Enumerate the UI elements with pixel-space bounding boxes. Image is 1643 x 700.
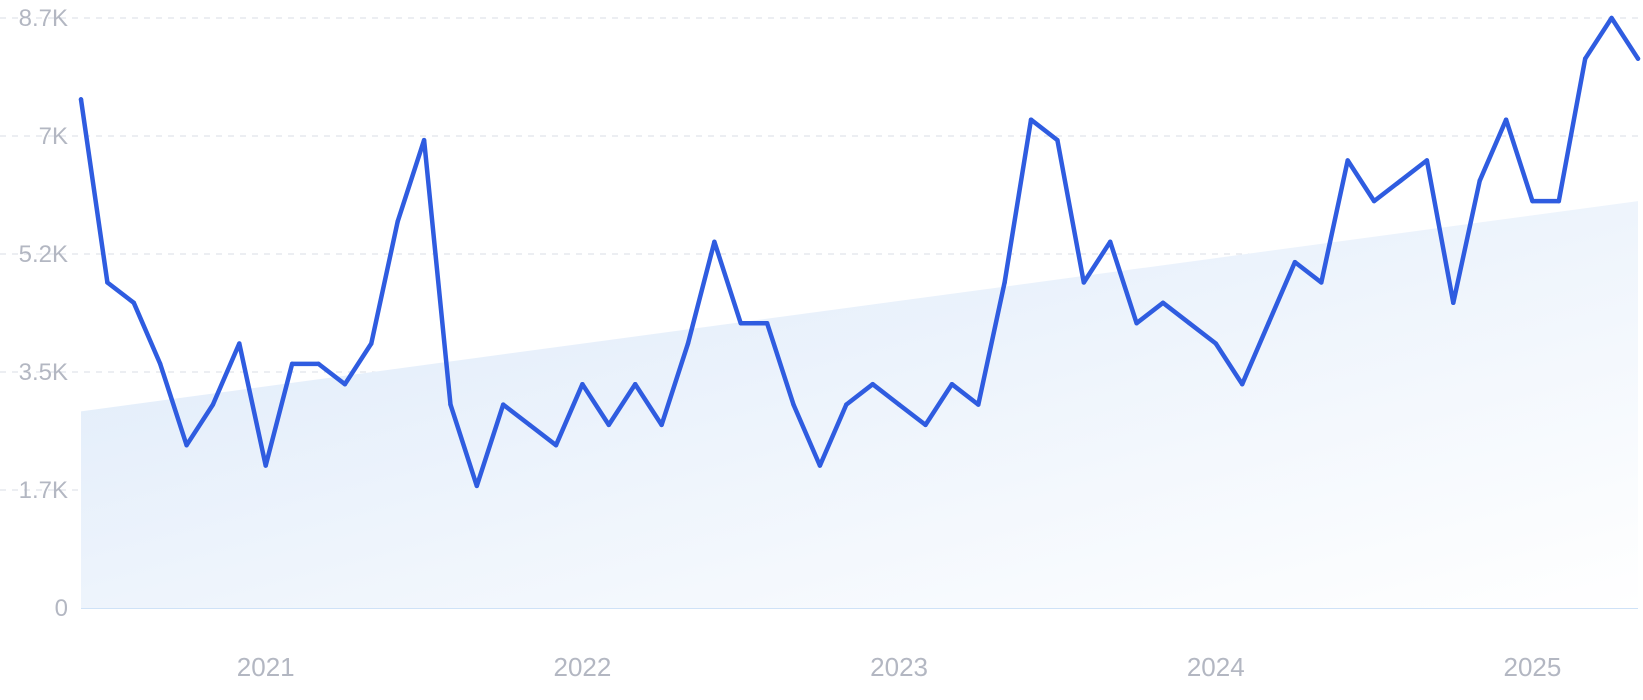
series-layer [78,15,1641,489]
y-tick-label: 3.5K [19,359,68,386]
data-point [712,239,717,244]
data-point [1055,137,1060,143]
data-point [1266,320,1271,326]
data-point [1451,300,1456,306]
x-tick-label: 2021 [237,652,295,682]
y-tick-label: 7K [39,123,68,150]
data-point [870,382,875,387]
data-point [896,402,902,407]
data-point [289,361,295,367]
trend-area [81,201,1638,608]
data-point [738,320,743,326]
x-tick-label: 2023 [870,652,928,682]
x-axis-ticks: 2021 2022 2023 2024 2025 [237,652,1562,682]
data-point [1635,56,1641,61]
data-point [1556,198,1562,204]
y-tick-label: 8.7K [19,5,68,32]
data-point [1108,239,1113,244]
data-point [237,341,242,346]
data-point [342,382,348,387]
x-tick-label: 2025 [1504,652,1562,682]
data-point [685,341,691,346]
data-point [1503,117,1509,122]
data-point [1530,198,1535,204]
data-point [184,443,189,448]
data-point [976,402,981,407]
data-point [1345,158,1350,163]
data-point [474,483,480,489]
data-point [527,422,532,428]
data-point [210,402,216,407]
data-point [1028,117,1034,122]
data-point [553,443,559,448]
data-point [1081,280,1087,285]
y-tick-label: 1.7K [19,477,68,504]
y-axis-ticks: 0 1.7K 3.5K 5.2K 7K 8.7K [19,5,68,622]
data-point [157,361,163,367]
data-point [580,382,585,387]
data-point [659,422,664,428]
data-point [764,320,770,326]
data-point [105,280,110,285]
data-point [1583,56,1588,61]
data-point [606,422,611,428]
x-tick-label: 2024 [1187,652,1245,682]
data-point [369,341,374,346]
data-point [1477,178,1482,183]
data-point [1239,382,1245,387]
x-tick-label: 2022 [553,652,611,682]
data-point [949,382,955,387]
data-point [131,300,136,306]
data-point [263,463,268,468]
data-point [1371,198,1377,204]
data-point [421,137,427,143]
data-point [1319,280,1324,285]
series-line [78,15,1641,489]
trend-area-fill [81,201,1638,608]
y-tick-label: 0 [55,595,68,622]
data-point [448,402,453,407]
data-point [1134,320,1139,326]
data-point [923,422,928,428]
data-point [1609,15,1614,21]
data-point [316,361,321,367]
data-point [817,463,823,468]
data-point [1398,178,1403,183]
data-point [791,402,796,407]
y-tick-label: 5.2K [19,241,68,268]
data-point [1187,320,1192,326]
data-point [501,402,506,407]
data-point [1160,300,1166,306]
data-point [1002,280,1007,285]
data-point [844,402,849,407]
data-point [1424,158,1430,163]
data-point [78,97,84,102]
data-point [632,382,638,387]
data-point [395,219,400,224]
data-point [1292,259,1298,265]
data-point [1213,341,1218,346]
